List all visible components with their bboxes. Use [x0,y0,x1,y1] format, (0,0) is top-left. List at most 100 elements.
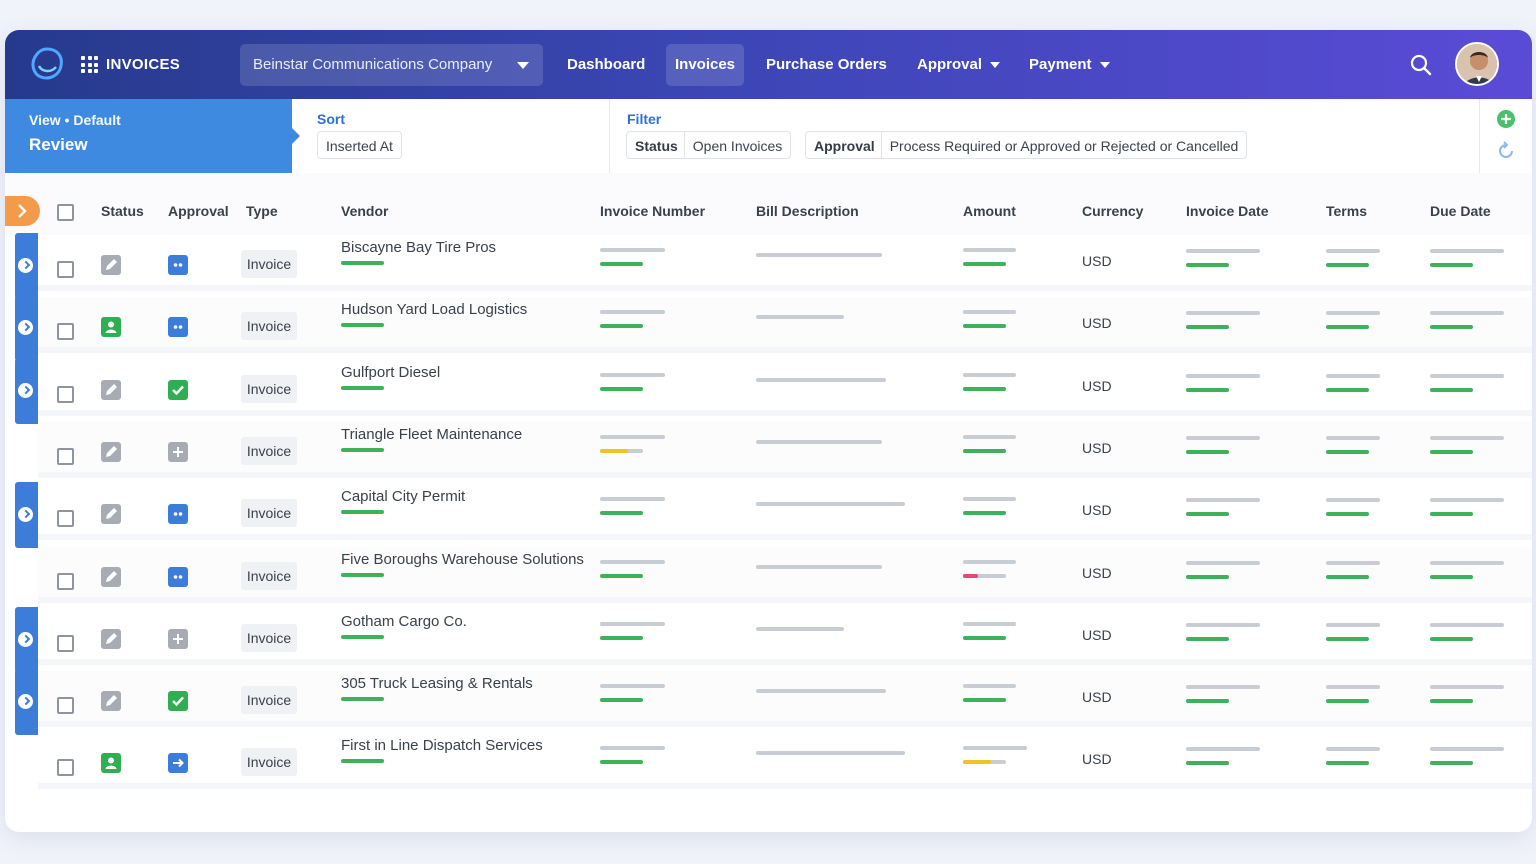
row-checkbox[interactable] [57,697,74,714]
due-date-placeholder [1430,498,1504,502]
column-header-currency[interactable]: Currency [1082,203,1144,219]
column-header-approval[interactable]: Approval [168,203,229,219]
invoice-number-status-bar [600,511,643,515]
invoice-date-status-bar [1186,263,1229,267]
terms-status-bar [1326,325,1369,329]
terms-placeholder [1326,623,1380,627]
vendor-name[interactable]: Gotham Cargo Co. [341,613,467,630]
amount-status-bar [963,262,1006,266]
table-row[interactable] [38,547,1532,603]
row-checkbox[interactable] [57,261,74,278]
filter-approval-key: Approval [814,138,875,154]
due-date-placeholder [1430,747,1504,751]
row-expand-flag[interactable] [15,358,38,424]
approval-plus-icon[interactable] [168,442,188,462]
divider [609,99,610,173]
nav-dashboard[interactable]: Dashboard [567,56,646,73]
table-row[interactable] [38,484,1532,540]
invoice-date-placeholder [1186,374,1260,378]
column-header-type[interactable]: Type [246,203,278,219]
approval-check-icon[interactable] [168,691,188,711]
invoice-date-placeholder [1186,436,1260,440]
avatar[interactable] [1455,42,1499,86]
due-date-placeholder [1430,249,1504,253]
row-checkbox[interactable] [57,448,74,465]
approval-dots-icon[interactable] [168,504,188,524]
due-date-status-bar [1430,325,1473,329]
sort-chip[interactable]: Inserted At [317,131,402,159]
company-select[interactable]: Beinstar Communications Company [240,44,543,86]
type-tag: Invoice [241,624,297,652]
table-header [5,173,1532,235]
app-window: INVOICES Beinstar Communications Company… [5,30,1532,832]
row-checkbox[interactable] [57,386,74,403]
amount-status-bar [963,760,991,764]
due-date-status-bar [1430,761,1473,765]
select-all-checkbox[interactable] [57,204,74,221]
vendor-name[interactable]: Biscayne Bay Tire Pros [341,239,497,256]
invoice-date-status-bar [1186,761,1229,765]
chevron-right-icon [18,320,33,335]
invoice-number-placeholder [600,497,665,501]
view-selector[interactable]: View • Default Review [5,99,300,173]
row-expand-flag[interactable] [15,482,38,548]
column-header-status[interactable]: Status [101,203,144,219]
approval-dots-icon[interactable] [168,255,188,275]
row-checkbox[interactable] [57,635,74,652]
invoice-date-placeholder [1186,249,1260,253]
refresh-icon[interactable] [1496,141,1516,161]
currency: USD [1082,689,1112,705]
nav-purchase-orders[interactable]: Purchase Orders [766,56,887,73]
row-expand-flag[interactable] [15,669,38,735]
approval-dots-icon[interactable] [168,567,188,587]
nav-invoices[interactable]: Invoices [666,44,745,86]
amount-placeholder [963,622,1016,626]
column-header-invoice-date[interactable]: Invoice Date [1186,203,1269,219]
row-checkbox[interactable] [57,759,74,776]
table-row[interactable] [38,297,1532,353]
filter-status-chip[interactable]: Status Open Invoices [626,131,792,159]
row-checkbox[interactable] [57,573,74,590]
add-circle-icon[interactable] [1496,109,1516,129]
nav-approval[interactable]: Approval [908,44,1009,86]
logo-icon[interactable] [29,46,65,82]
chevron-right-icon [18,383,33,398]
status-user-icon [101,317,121,337]
vendor-name[interactable]: 305 Truck Leasing & Rentals [341,675,533,692]
row-expand-flag[interactable] [15,233,38,299]
column-header-amount[interactable]: Amount [963,203,1016,219]
approval-check-icon[interactable] [168,380,188,400]
vendor-name[interactable]: Capital City Permit [341,488,466,505]
filter-status-value: Open Invoices [692,138,783,154]
column-header-bill-description[interactable]: Bill Description [756,203,859,219]
row-expand-flag[interactable] [15,607,38,673]
approval-arrow-right-icon[interactable] [168,753,188,773]
amount-status-bar [963,574,1006,578]
invoice-date-status-bar [1186,325,1229,329]
amount-placeholder [963,248,1016,252]
column-header-invoice-number[interactable]: Invoice Number [600,203,706,219]
vendor-name[interactable]: Hudson Yard Load Logistics [341,301,528,318]
column-header-due-date[interactable]: Due Date [1430,203,1491,219]
vendor-name[interactable]: Five Boroughs Warehouse Solutions [341,551,584,568]
status-edit-icon [101,380,121,400]
search-icon[interactable] [1410,54,1432,76]
row-expand-flag[interactable] [15,295,38,361]
approval-plus-icon[interactable] [168,629,188,649]
column-header-terms[interactable]: Terms [1326,203,1367,219]
column-header-vendor[interactable]: Vendor [341,203,389,219]
amount-placeholder [963,684,1016,688]
vendor-name[interactable]: Triangle Fleet Maintenance [341,426,523,443]
filter-approval-chip[interactable]: Approval Process Required or Approved or … [805,131,1248,159]
apps-grid-icon[interactable] [81,56,98,73]
top-navigation-bar: INVOICES Beinstar Communications Company… [5,30,1532,99]
row-checkbox[interactable] [57,323,74,340]
expand-all-button[interactable] [5,196,40,226]
amount-status-bar [963,511,1006,515]
vendor-name[interactable]: Gulfport Diesel [341,364,441,381]
row-checkbox[interactable] [57,510,74,527]
approval-dots-icon[interactable] [168,317,188,337]
vendor-name[interactable]: First in Line Dispatch Services [341,737,543,754]
due-date-status-bar [1430,450,1473,454]
nav-payment[interactable]: Payment [1020,44,1119,86]
